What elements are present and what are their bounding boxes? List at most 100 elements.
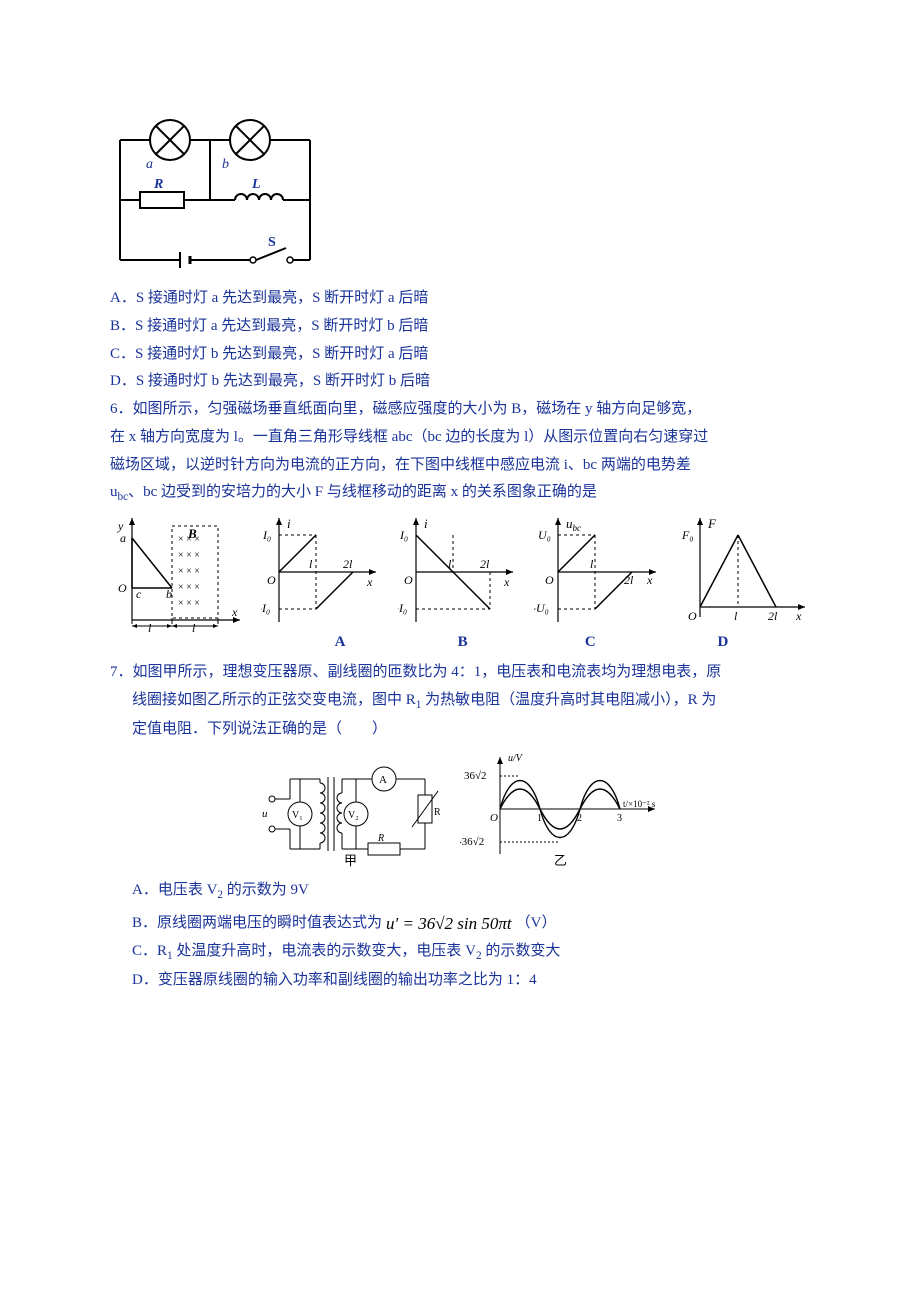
svg-text:× × ×: × × × [178,550,200,561]
svg-text:甲: 甲 [344,853,357,868]
svg-text:y: y [117,519,124,533]
label-L: L [251,177,261,192]
svg-text:x: x [366,575,373,589]
svg-text:V₂: V₂ [348,810,359,821]
svg-text:2l: 2l [343,557,353,571]
svg-text:1: 1 [537,813,542,824]
svg-text:c: c [136,587,142,601]
q6-setup: × × × × × × × × × × × × × × × a c b y O … [110,512,245,632]
svg-text:F: F [707,516,717,531]
q6-graph-A: i I₀ -I₀ O l 2l x [261,512,381,632]
q6-stem-l1: 如图所示，匀强磁场垂直纸面向里，磁感应强度的大小为 B，磁场在 y 轴方向足够宽… [133,401,702,417]
q5-option-D: D．S 接通时灯 b 先达到最亮，S 断开时灯 b 后暗 [110,368,810,396]
q5-option-C: C．S 接通时灯 b 先达到最亮，S 断开时灯 a 后暗 [110,341,810,369]
svg-text:-I₀: -I₀ [398,601,407,615]
svg-text:a: a [120,531,126,545]
q5-circuit-svg: a b R L S [110,110,320,270]
svg-text:A: A [379,774,387,786]
q7B-unit: （V） [516,910,557,938]
svg-text:x: x [646,573,653,587]
svg-text:-I₀: -I₀ [261,601,270,615]
svg-text:O: O [490,812,498,824]
q7C-pre: C．R [132,943,167,959]
q6-label-B: B [403,634,523,651]
q7-fig-yi: u/V 36√2 -36√2 O 1 2 3 t/×10⁻² s 乙 [460,749,660,869]
q7-number: 7． [110,664,133,680]
svg-text:R: R [377,833,384,844]
svg-text:i: i [424,516,428,531]
svg-text:x: x [795,609,802,623]
svg-text:2l: 2l [768,609,778,623]
q6-option-labels: A B C D [280,634,788,651]
svg-text:2l: 2l [624,573,634,587]
svg-text:I₀: I₀ [399,528,408,542]
q6-stem-l3: 磁场区域，以逆时针方向为电流的正方向，在下图中线框中感应电流 i、bc 两端的电… [110,457,691,473]
svg-text:36√2: 36√2 [464,770,487,782]
svg-text:x: x [231,605,238,619]
q6-stem-l4b: 、bc 边受到的安培力的大小 F 与线框移动的距离 x 的关系图象正确的是 [128,484,597,500]
q6-label-D: D [658,634,788,651]
q7-option-C: C．R1 处温度升高时，电流表的示数变大，电压表 V2 的示数变大 [110,938,810,967]
svg-text:O: O [545,573,554,587]
svg-text:-U₀: -U₀ [534,601,549,615]
svg-text:B: B [187,526,197,541]
q7-stem-l2b: 为热敏电阻（温度升高时其电阻减小），R 为 [421,692,716,708]
svg-text:V₁: V₁ [292,810,303,821]
q7-option-A: A．电压表 V2 的示数为 9V [110,877,810,906]
q6-graph-C: ubc U₀ -U₀ O l 2l x [534,512,664,632]
svg-text:u: u [262,808,268,820]
q5-option-B: B．S 接通时灯 a 先达到最亮，S 断开时灯 b 后暗 [110,313,810,341]
q6-label-A: A [280,634,400,651]
svg-text:I₀: I₀ [262,528,271,542]
svg-text:l: l [734,609,738,623]
svg-text:F₀: F₀ [681,528,694,542]
q7C-mid: 处温度升高时，电流表的示数变大，电压表 V [173,943,476,959]
svg-text:-36√2: -36√2 [460,836,484,848]
q7B-pre: B．原线圈两端电压的瞬时值表达式为 [132,910,382,938]
svg-text:× × ×: × × × [178,582,200,593]
svg-text:× × ×: × × × [178,598,200,609]
q7-fig-jia: u V₁ A [260,749,440,869]
svg-text:2l: 2l [480,557,490,571]
svg-text:× × ×: × × × [178,566,200,577]
label-a: a [146,157,153,172]
q6-stem-sub1: bc [118,491,129,503]
q6-graph-D: F F₀ O l 2l x [680,512,810,632]
q7-option-B: B．原线圈两端电压的瞬时值表达式为 u′ = 36√2 sin 50πt （V） [110,906,810,938]
q7-stem-l2a: 线圈接如图乙所示的正弦交变电流，图中 R [132,692,416,708]
q7-stem-l3: 定值电阻．下列说法正确的是（ ） [110,721,387,737]
svg-text:R₁: R₁ [434,807,440,818]
svg-text:O: O [118,581,127,595]
q6-label-C: C [525,634,655,651]
q6-stem: 6．如图所示，匀强磁场垂直纸面向里，磁感应强度的大小为 B，磁场在 y 轴方向足… [110,396,810,508]
q6-stem-l4a: u [110,484,118,500]
q5-option-A: A．S 接通时灯 a 先达到最亮，S 断开时灯 a 后暗 [110,285,810,313]
svg-text:O: O [267,573,276,587]
q6-number: 6． [110,401,133,417]
q7-option-D: D．变压器原线圈的输入功率和副线圈的输出功率之比为 1：4 [110,967,810,995]
svg-text:x: x [503,575,510,589]
svg-text:3: 3 [617,813,622,824]
q6-graphs-row: × × × × × × × × × × × × × × × a c b y O … [110,512,810,632]
svg-text:U₀: U₀ [538,528,551,542]
q6-graph-B: i I₀ -I₀ O l 2l x [398,512,518,632]
page: a b R L S A．S 接通时灯 a 先达到最亮，S 断开时灯 a 后暗 B… [0,0,920,1035]
svg-text:l: l [590,557,594,571]
svg-text:t/×10⁻² s: t/×10⁻² s [623,799,656,809]
svg-text:乙: 乙 [554,853,567,868]
label-S: S [268,235,276,250]
q7A-pre: A．电压表 V [132,882,217,898]
svg-text:i: i [287,516,291,531]
svg-text:u/V: u/V [508,753,524,764]
q7-figures: u V₁ A [110,749,810,869]
q7C-post: 的示数变大 [482,943,561,959]
label-b: b [222,157,229,172]
svg-text:2: 2 [577,813,582,824]
svg-text:O: O [404,573,413,587]
svg-text:b: b [166,587,172,601]
svg-text:l: l [448,557,452,571]
label-R: R [153,177,163,192]
q6-stem-l2: 在 x 轴方向宽度为 l。一直角三角形导线框 abc（bc 边的长度为 l）从图… [110,429,708,445]
svg-text:l: l [309,557,313,571]
q7-stem-l1: 如图甲所示，理想变压器原、副线圈的匝数比为 4：1，电压表和电流表均为理想电表，… [133,664,722,680]
